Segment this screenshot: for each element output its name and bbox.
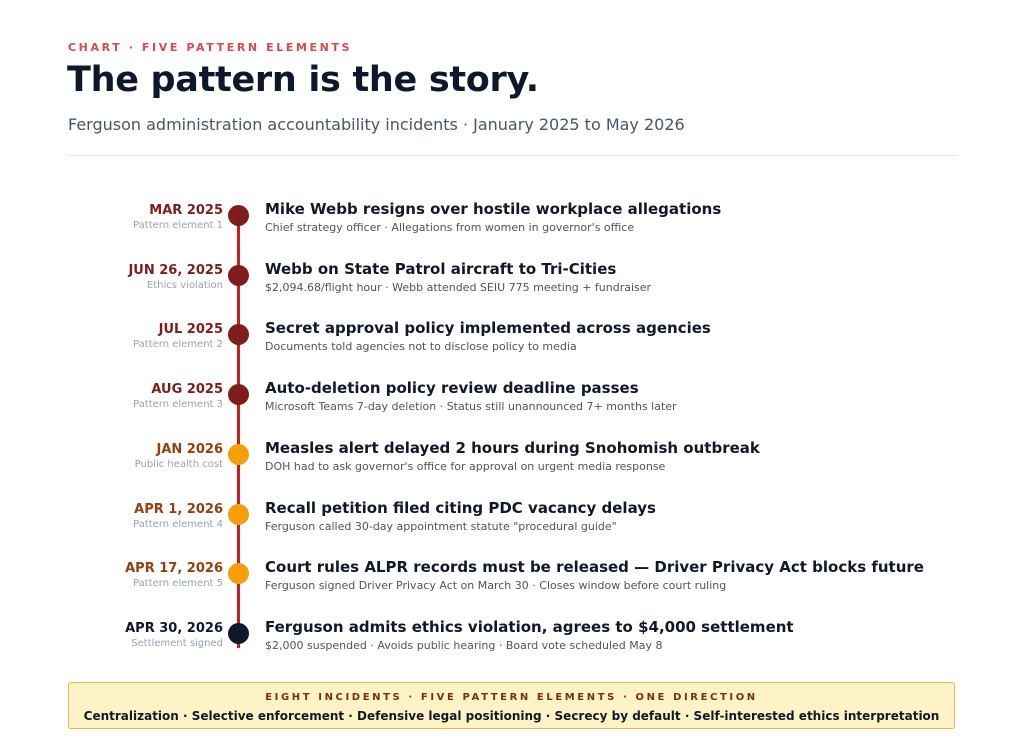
timeline-event: APR 17, 2026 Pattern element 5 Court rules… <box>0 558 1024 605</box>
header-divider <box>68 155 957 156</box>
event-marker-dot <box>228 622 249 644</box>
event-date: AUG 2025 <box>151 382 223 398</box>
summary-callout: EIGHT INCIDENTS · FIVE PATTERN ELEMENTS … <box>68 682 955 729</box>
timeline-event: MAR 2025 Pattern element 1 Mike Webb resig… <box>0 200 1024 247</box>
timeline-event: AUG 2025 Pattern element 3 Auto-deletion p… <box>0 379 1024 426</box>
event-title: Ferguson admits ethics violation, agrees… <box>265 617 794 636</box>
timeline-axis-line <box>237 216 240 648</box>
event-marker-dot <box>228 563 249 585</box>
timeline-event: JUN 26, 2025 Ethics violation Webb on Stat… <box>0 259 1024 307</box>
event-marker-dot <box>228 384 249 406</box>
timeline-event: JUL 2025 Pattern element 2 Secret approval… <box>0 319 1024 366</box>
event-date: MAR 2025 <box>149 203 223 218</box>
event-date: JUL 2025 <box>158 322 223 338</box>
event-tag: Public health cost <box>134 458 223 470</box>
event-detail: Microsoft Teams 7-day deletion · Status … <box>265 400 677 414</box>
event-marker-dot <box>228 324 249 346</box>
event-tag: Pattern element 2 <box>133 339 223 351</box>
timeline-event: APR 30, 2026 Settlement signed Ferguson ad… <box>0 617 1024 665</box>
event-detail: DOH had to ask governor's office for app… <box>265 459 666 473</box>
event-date: APR 1, 2026 <box>134 501 223 517</box>
event-tag: Ethics violation <box>146 279 223 291</box>
event-detail: Documents told agencies not to disclose … <box>265 340 577 354</box>
event-tag: Pattern element 4 <box>133 518 223 530</box>
event-title: Court rules ALPR records must be release… <box>265 558 924 577</box>
chart-kicker: CHART · FIVE PATTERN ELEMENTS <box>68 41 353 54</box>
event-title: Secret approval policy implemented acros… <box>265 319 711 338</box>
event-date: JUN 26, 2025 <box>128 262 223 278</box>
event-detail: $2,094.68/flight hour · Webb attended SE… <box>265 280 652 294</box>
page-subtitle: Ferguson administration accountability i… <box>68 115 685 134</box>
timeline-event: JAN 2026 Public health cost Measles alert … <box>0 438 1024 486</box>
summary-kicker: EIGHT INCIDENTS · FIVE PATTERN ELEMENTS … <box>265 692 758 703</box>
event-title: Webb on State Patrol aircraft to Tri-Cit… <box>265 259 617 278</box>
event-detail: Ferguson called 30-day appointment statu… <box>265 519 617 533</box>
event-marker-dot <box>228 503 249 525</box>
summary-text: Centralization · Selective enforcement ·… <box>83 709 940 723</box>
event-title: Measles alert delayed 2 hours during Sno… <box>265 438 760 457</box>
event-title: Auto-deletion policy review deadline pas… <box>265 379 639 398</box>
event-marker-dot <box>228 264 249 286</box>
event-marker-dot <box>228 443 249 465</box>
page-title: The pattern is the story. <box>67 60 539 100</box>
event-title: Mike Webb resigns over hostile workplace… <box>265 200 722 218</box>
event-date: APR 17, 2026 <box>125 561 223 577</box>
event-detail: Ferguson signed Driver Privacy Act on Ma… <box>265 579 727 593</box>
event-tag: Settlement signed <box>131 637 223 649</box>
event-title: Recall petition filed citing PDC vacancy… <box>265 498 656 517</box>
event-detail: Chief strategy officer · Allegations fro… <box>265 221 635 234</box>
event-date: APR 30, 2026 <box>125 620 223 636</box>
event-marker-dot <box>228 205 249 226</box>
event-tag: Pattern element 3 <box>133 399 223 411</box>
event-tag: Pattern element 1 <box>133 220 223 231</box>
event-detail: $2,000 suspended · Avoids public hearing… <box>265 638 663 652</box>
event-tag: Pattern element 5 <box>133 578 223 590</box>
event-date: JAN 2026 <box>156 441 224 457</box>
timeline-event: APR 1, 2026 Pattern element 4 Recall petit… <box>0 498 1024 546</box>
